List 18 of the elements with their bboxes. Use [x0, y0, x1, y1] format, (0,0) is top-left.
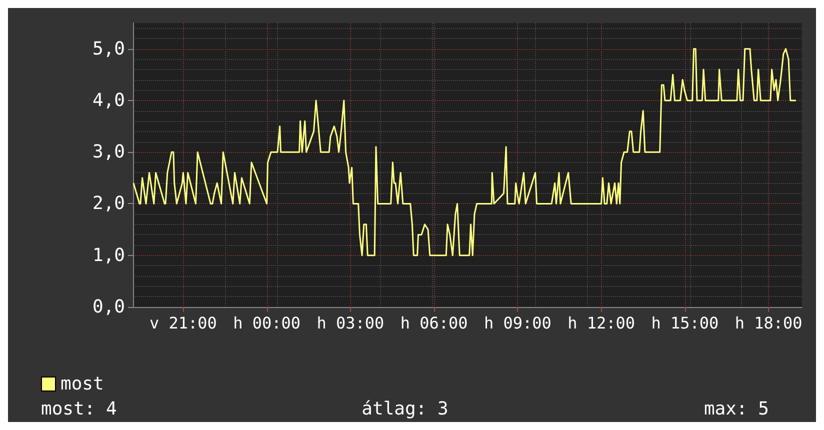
- text: most: 4: [41, 398, 117, 420]
- x-tick-label: h 03:00: [316, 314, 384, 332]
- x-tick-label: h 18:00: [734, 314, 802, 332]
- text: max: 5: [704, 398, 769, 420]
- text: átlag: 3: [362, 398, 448, 420]
- y-tick-label: 1,0: [92, 244, 125, 266]
- x-tick-label: h 12:00: [568, 314, 636, 332]
- x-tick-label: h 15:00: [651, 314, 719, 332]
- x-tick-label: h 06:00: [400, 314, 468, 332]
- y-tick-label: 2,0: [92, 193, 125, 214]
- x-tick-label: h 00:00: [233, 314, 301, 332]
- y-tick-label: 5,0: [92, 38, 125, 60]
- x-tick-label: h 09:00: [484, 314, 552, 332]
- x-tick-label: v 21:00: [149, 314, 217, 332]
- y-tick-label: 0,0: [92, 296, 125, 318]
- y-tick-label: 3,0: [92, 142, 125, 163]
- y-tick-label: 4,0: [92, 90, 125, 111]
- legend-label: most: [60, 374, 104, 394]
